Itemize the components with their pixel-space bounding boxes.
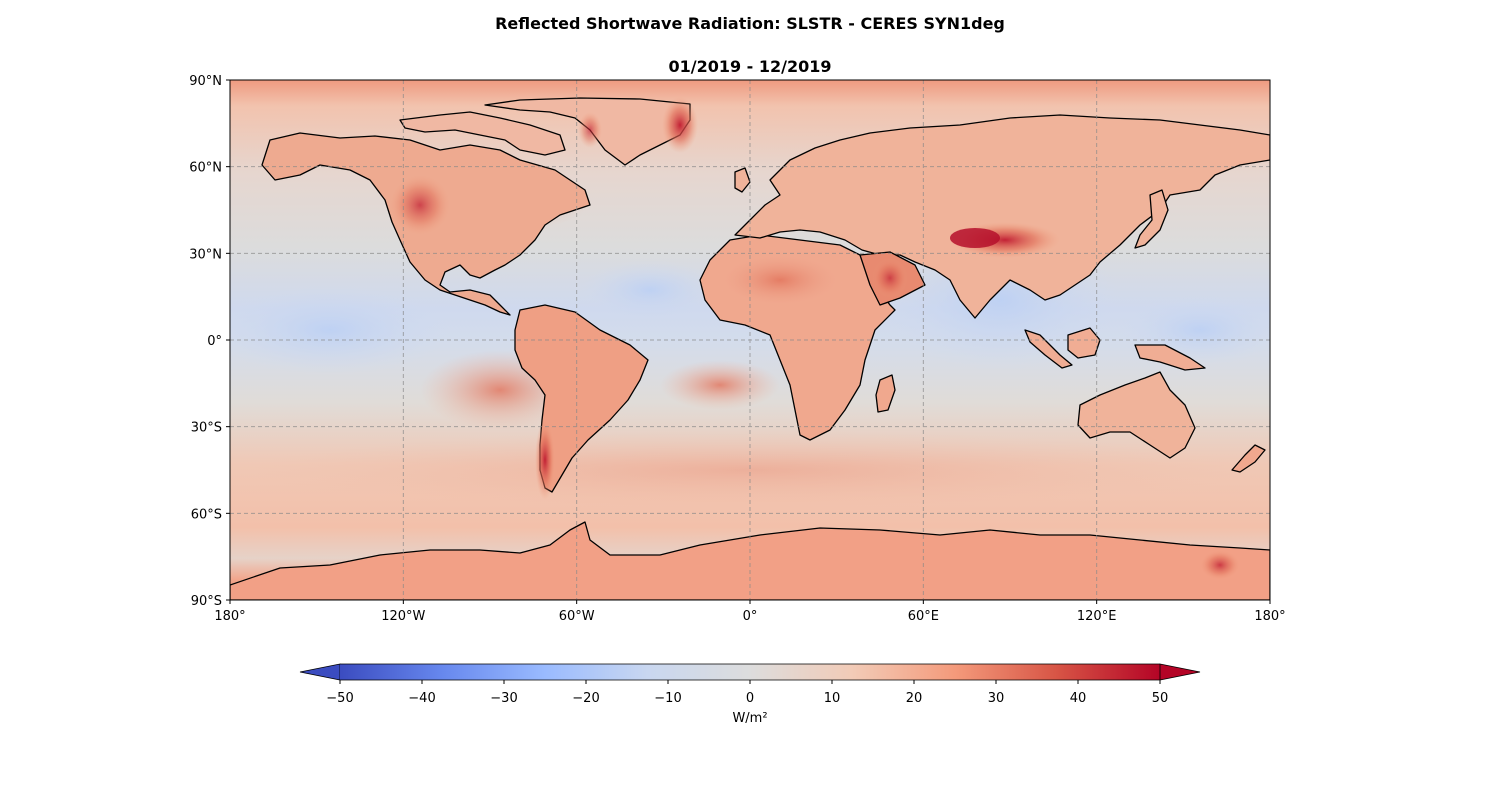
lon-tick-label: 120°W	[381, 609, 425, 624]
colorbar-extend-high	[1159, 663, 1201, 681]
hotspot-arabia	[872, 258, 908, 298]
hotspot-antarctic-coast	[1200, 550, 1240, 580]
colorbar-tick-label: 50	[1152, 691, 1169, 706]
hotspot-sahara	[710, 250, 850, 310]
land-japan	[1134, 189, 1169, 249]
lat-tick-label: 90°N	[189, 74, 222, 89]
colorbar-gradient	[340, 664, 1160, 680]
land-new-zealand	[1231, 444, 1266, 473]
colorbar-label: W/m²	[732, 711, 767, 726]
colorbar-ticks: −50 −40 −30 −20 −10 0 10 20 30 40 50	[326, 680, 1168, 706]
lon-tick-label: 180°	[214, 609, 245, 624]
land-canadian-archipelago	[399, 111, 566, 156]
colorbar-tick-label: 10	[824, 691, 841, 706]
colorbar-tick-label: 20	[906, 691, 923, 706]
land-antarctica	[230, 521, 1270, 600]
hotspot-andes	[535, 420, 555, 500]
lon-tick-label: 60°E	[908, 609, 939, 624]
cool-region-pacific	[230, 285, 450, 375]
lon-tick-label: 0°	[743, 609, 758, 624]
hotspot-tibet-core	[950, 228, 1000, 248]
gridlines	[230, 80, 1270, 600]
colorbar-tick-label: −30	[490, 691, 517, 706]
colorbar-border	[340, 663, 1160, 681]
hotspot-greenland-west	[578, 112, 602, 148]
lat-tick-label: 30°N	[189, 247, 222, 262]
lon-tick-label: 60°W	[559, 609, 595, 624]
lat-tick-label: 60°S	[191, 507, 222, 522]
lat-tick-label: 0°	[207, 334, 222, 349]
land-madagascar	[875, 374, 896, 413]
lon-axis: 180° 120°W 60°W 0° 60°E 120°E 180°	[214, 600, 1286, 624]
chart-subtitle: 01/2019 - 12/2019	[668, 57, 832, 76]
cool-region-atlantic	[580, 260, 720, 320]
lat-tick-label: 90°S	[191, 594, 222, 609]
colorbar-tick-label: 30	[988, 691, 1005, 706]
hotspot-rockies	[390, 175, 450, 235]
colorbar-tick-label: −40	[408, 691, 435, 706]
land-british-isles	[734, 167, 751, 193]
lat-axis: 90°N 60°N 30°N 0° 30°S 60°S 90°S	[189, 74, 230, 609]
land-australia	[1077, 371, 1196, 459]
land-borneo	[1067, 327, 1101, 359]
colorbar-tick-label: −50	[326, 691, 353, 706]
chart-title: Reflected Shortwave Radiation: SLSTR - C…	[495, 14, 1005, 33]
lon-tick-label: 180°	[1254, 609, 1285, 624]
colorbar-tick-label: 0	[746, 691, 754, 706]
land-greenland	[484, 97, 691, 166]
land-new-guinea	[1134, 344, 1206, 371]
colorbar-tick-label: 40	[1070, 691, 1087, 706]
warm-region-southern-ocean	[250, 430, 1250, 510]
colorbar-tick-label: −20	[572, 691, 599, 706]
lat-tick-label: 30°S	[191, 421, 222, 436]
colorbar-extend-low	[299, 663, 341, 681]
colorbar-tick-label: −10	[654, 691, 681, 706]
lat-tick-label: 60°N	[189, 161, 222, 176]
hotspot-greenland-east	[662, 97, 698, 153]
lon-tick-label: 120°E	[1077, 609, 1117, 624]
